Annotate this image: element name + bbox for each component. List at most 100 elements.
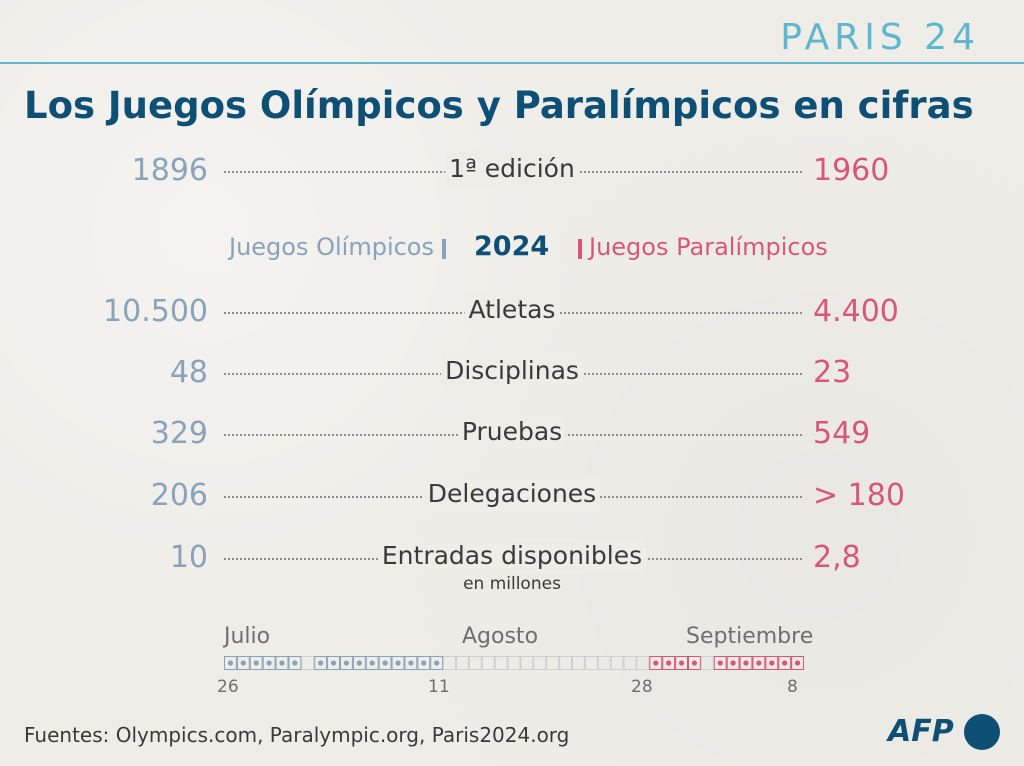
calendar-month-july: Julio (224, 624, 271, 649)
olympic-value: 1896 (131, 153, 208, 188)
calendar-day (301, 656, 315, 670)
calendar-day-olympic (249, 656, 263, 670)
paralympic-value: 1960 (813, 153, 890, 188)
calendar-dot-olympic (408, 660, 414, 666)
stat-row-tickets: 10 Entradas disponibles 2,8 en millones (0, 538, 1024, 594)
calendar-day (456, 656, 469, 670)
calendar-day-paralympic (649, 656, 663, 670)
legend-paralympic: Juegos Paralímpicos (589, 233, 828, 261)
calendar-day-paralympic (791, 656, 804, 670)
stat-row-athletes: 10.500 Atletas 4.400 (0, 292, 1024, 332)
calendar-dot-olympic (240, 660, 246, 666)
calendar-dot-paralympic (794, 660, 801, 666)
calendar-dot-olympic (253, 660, 259, 666)
legend-olympic: Juegos Olímpicos (229, 233, 434, 261)
paris-2024-logo: PARIS 24 (780, 17, 980, 58)
calendar-dot-olympic (279, 660, 285, 666)
calendar-day-paralympic (688, 656, 701, 670)
calendar-day (572, 656, 585, 670)
stat-row-disciplines: 48 Disciplinas 23 (0, 353, 1024, 393)
stat-row-events: 329 Pruebas 549 (0, 414, 1024, 454)
calendar-day (700, 656, 714, 670)
calendar-dot-olympic (318, 660, 324, 666)
calendar-day-paralympic (675, 656, 688, 670)
calendar-day-paralympic (713, 656, 727, 670)
calendar-day (533, 656, 547, 670)
olympic-value: 10.500 (103, 294, 208, 329)
stat-label: Atletas (464, 292, 560, 328)
stat-label: Pruebas (457, 414, 567, 450)
olympic-value: 48 (169, 355, 208, 390)
calendar-day-olympic (327, 656, 341, 670)
calendar-day (507, 656, 521, 670)
calendar-day (520, 656, 534, 670)
paralympic-value: 549 (813, 416, 871, 451)
legend-year: 2024 (474, 231, 550, 262)
legend: Juegos Olímpicos 2024 Juegos Paralímpico… (0, 227, 1024, 267)
calendar-day (623, 656, 637, 670)
olympic-value: 10 (169, 540, 208, 575)
stat-sublabel: en millones (463, 574, 561, 594)
calendar-day (443, 656, 457, 670)
afp-logo-dot (964, 714, 1000, 750)
calendar-day-olympic (365, 656, 379, 670)
calendar-dot-olympic (227, 660, 234, 666)
calendar-dot-paralympic (743, 660, 749, 666)
calendar-dot-olympic (343, 660, 350, 666)
calendar-day-paralympic (726, 656, 740, 670)
calendar-dot-olympic (292, 660, 298, 666)
calendar-date-olympic-start: 26 (217, 677, 239, 697)
calendar-month-september: Septiembre (686, 624, 814, 649)
stat-row-delegations: 206 Delegaciones > 180 (0, 476, 1024, 516)
stat-label: 1ª edición (445, 151, 579, 187)
calendar-day (494, 656, 508, 670)
calendar-day-paralympic (752, 656, 766, 670)
calendar-day (468, 656, 482, 670)
calendar-day-olympic (404, 656, 418, 670)
calendar-dot-paralympic (730, 660, 736, 666)
paralympic-value: 2,8 (813, 540, 861, 575)
calendar-day-olympic (275, 656, 289, 670)
calendar-dot-olympic (356, 660, 362, 666)
calendar-dot-paralympic (756, 660, 762, 666)
calendar-dot-olympic (434, 660, 440, 666)
calendar-day-paralympic (739, 656, 753, 670)
calendar-day (610, 656, 624, 670)
calendar-date-paralympic-end: 8 (787, 677, 798, 697)
paralympic-value: 4.400 (813, 294, 899, 329)
stat-label: Disciplinas (441, 353, 583, 389)
header-divider (0, 62, 1024, 64)
calendar-dot-olympic (369, 660, 375, 666)
calendar-day (546, 656, 560, 670)
calendar-day (584, 656, 598, 670)
calendar-dot-paralympic (678, 660, 685, 666)
legend-paralympic-marker (578, 239, 582, 259)
calendar-dot-olympic (330, 660, 337, 666)
calendar-day (481, 656, 495, 670)
calendar-strip (224, 656, 804, 670)
calendar-day-olympic (430, 656, 444, 670)
calendar-dot-paralympic (717, 660, 723, 666)
calendar-dot-olympic (421, 660, 427, 666)
calendar-dot-paralympic (653, 660, 659, 666)
calendar-day-paralympic (778, 656, 792, 670)
stat-row-first-edition: 1896 1ª edición 1960 (0, 151, 1024, 191)
calendar-dot-paralympic (691, 660, 698, 666)
calendar-day-paralympic (662, 656, 676, 670)
calendar-day-olympic (378, 656, 392, 670)
olympic-value: 329 (150, 416, 208, 451)
calendar-day (597, 656, 611, 670)
page-title: Los Juegos Olímpicos y Paralímpicos en c… (24, 84, 974, 127)
calendar-dot-olympic (382, 660, 388, 666)
calendar-dot-paralympic (782, 660, 788, 666)
legend-olympic-marker (442, 239, 446, 259)
sources-note: Fuentes: Olympics.com, Paralympic.org, P… (24, 723, 570, 747)
calendar-day-paralympic (765, 656, 779, 670)
calendar-date-olympic-end: 11 (428, 677, 450, 697)
calendar-day-olympic (417, 656, 431, 670)
afp-logo: AFP (888, 710, 1008, 754)
olympic-value: 206 (150, 478, 208, 513)
calendar-dot-paralympic (666, 660, 672, 666)
paralympic-value: 23 (813, 355, 852, 390)
